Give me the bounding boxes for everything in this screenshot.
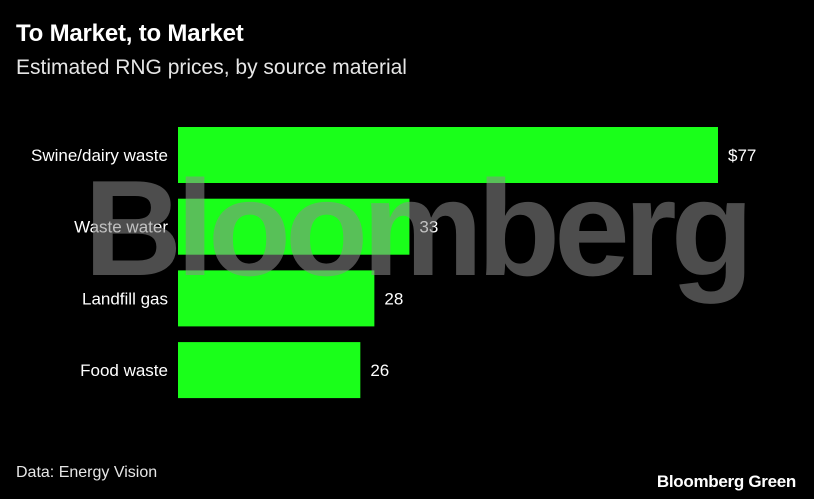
bar-food-waste [178, 342, 361, 399]
source-note: Data: Energy Vision [16, 464, 158, 481]
category-label: Landfill gas [82, 289, 168, 308]
category-label: Swine/dairy waste [31, 146, 168, 165]
bar-waste-water [178, 198, 410, 255]
bar-landfill-gas [178, 270, 375, 327]
value-label: 28 [384, 289, 403, 308]
value-label: 33 [419, 218, 438, 237]
bar-swine-dairy-waste [178, 127, 718, 183]
category-label: Food waste [80, 361, 168, 380]
category-label: Waste water [74, 218, 168, 237]
bars-group: Swine/dairy waste $77 Waste water 33 Landfil… [31, 127, 756, 399]
chart-subtitle: Estimated RNG prices, by source material [16, 56, 407, 79]
value-label: $77 [728, 146, 756, 165]
brand-logo: Bloomberg Green [656, 472, 796, 491]
chart-title: To Market, to Market [16, 20, 244, 47]
value-label: 26 [370, 361, 389, 380]
